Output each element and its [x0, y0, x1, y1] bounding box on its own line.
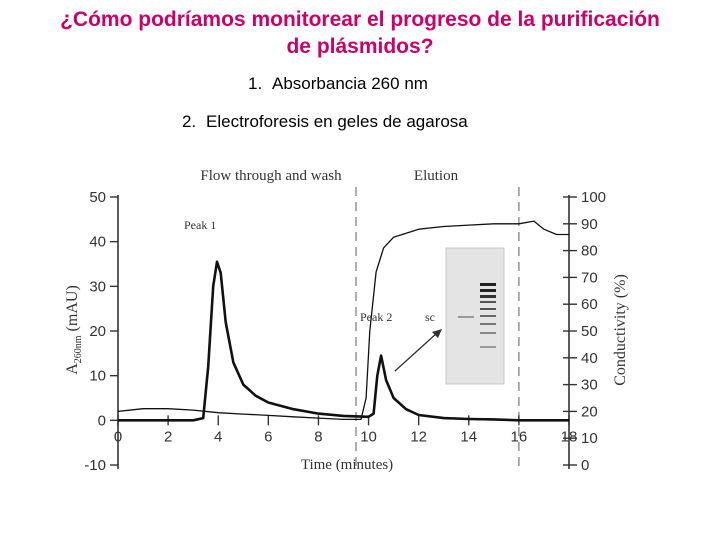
x-tick-label: 6	[264, 428, 272, 445]
bullet-number: 1.	[248, 74, 263, 93]
y-right-tick-label: 60	[581, 296, 598, 313]
x-tick-label: 8	[314, 428, 322, 445]
data-series	[117, 220, 569, 422]
conductivity-line	[117, 220, 569, 421]
peak-2-label: Peak 2	[360, 310, 392, 324]
title-line-2: de plásmidos?	[286, 35, 434, 58]
x-tick-label: 14	[460, 428, 477, 445]
y-right-tick-label: 50	[581, 323, 598, 340]
peak-1-label: Peak 1	[184, 218, 216, 232]
y-right-tick-label: 10	[581, 430, 598, 447]
phase-label-elution: Elution	[414, 168, 459, 184]
y-right-tick-label: 40	[581, 350, 598, 367]
title-line-1: ¿Cómo podríamos monitorear el progreso d…	[60, 8, 660, 31]
x-axis-label: Time (minutes)	[301, 457, 393, 473]
y-left-tick-label: -10	[84, 457, 106, 474]
y-right-tick-label: 70	[581, 269, 598, 286]
phase-label-flow-through: Flow through and wash	[200, 168, 342, 184]
annotation-arrow-head	[432, 329, 442, 338]
x-tick-label: 16	[511, 428, 528, 445]
y-left-tick-label: 20	[89, 323, 106, 340]
bullet-text: Absorbancia 260 nm	[272, 74, 428, 93]
y-right-tick-label: 20	[581, 403, 598, 420]
y-axis-left-label: A260nm (mAU)	[64, 285, 84, 375]
x-tick-label: 4	[214, 428, 222, 445]
annotation-arrow-shaft	[394, 332, 438, 372]
x-tick-label: 10	[360, 428, 377, 445]
agarose-gel-image	[445, 247, 505, 385]
bullet-item-2: 2. Electroforesis en geles de agarosa	[182, 112, 468, 132]
bullet-text: Electroforesis en geles de agarosa	[206, 112, 468, 131]
bullet-number: 2.	[182, 112, 197, 131]
bullet-item-1: 1. Absorbancia 260 nm	[248, 74, 428, 94]
y-axis-right-label: Conductivity (%)	[612, 274, 629, 386]
y-right-tick-label: 90	[581, 216, 598, 233]
chromatogram-chart: Flow through and wash Elution A260nm (mA…	[64, 168, 629, 474]
y-right-tick-label: 30	[581, 377, 598, 394]
x-tick-label: 0	[114, 428, 122, 445]
y-left-tick-label: 40	[89, 234, 106, 251]
x-tick-label: 2	[164, 428, 172, 445]
y-right-tick-label: 100	[581, 189, 606, 206]
y-left-tick-label: 10	[89, 368, 106, 385]
y-right-tick-label: 0	[581, 457, 589, 474]
slide-title: ¿Cómo podríamos monitorear el progreso d…	[0, 6, 720, 60]
y-right-tick-label: 80	[581, 243, 598, 260]
y-left-tick-label: 50	[89, 189, 106, 206]
sc-band-label: sc	[425, 310, 435, 324]
y-left-tick-label: 30	[89, 278, 106, 295]
y-left-tick-label: 0	[98, 412, 106, 429]
x-tick-label: 18	[561, 428, 578, 445]
absorbance-line	[118, 260, 569, 422]
x-tick-label: 12	[410, 428, 427, 445]
axis-ticks: 0 2 4 6 8 10 12 14 16 1850403020100-1010090807060…	[84, 189, 606, 474]
